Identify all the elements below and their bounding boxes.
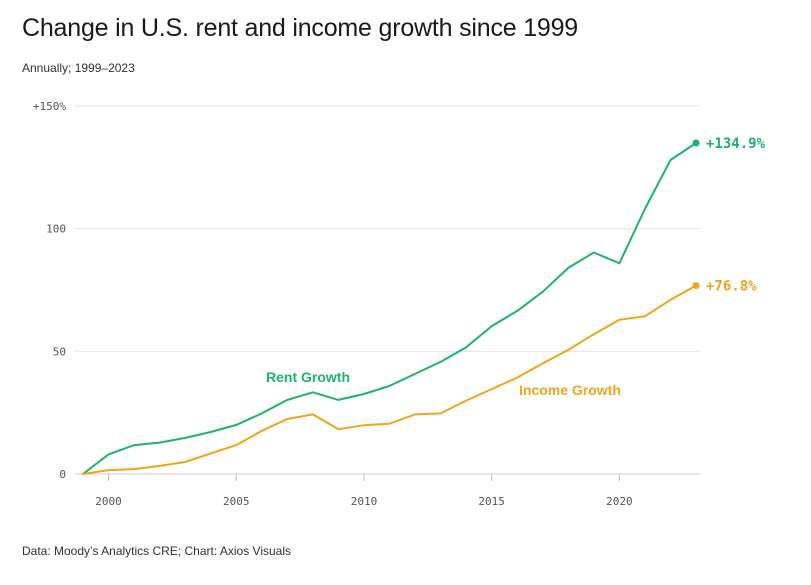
series-name-label: Rent Growth [266,369,350,385]
x-axis: 2000 2005 2010 2015 2020 [95,474,633,508]
y-tick-label: 100 [46,223,66,236]
chart-source: Data: Moody’s Analytics CRE; Chart: Axio… [22,544,292,558]
y-tick-label: 0 [59,468,66,481]
gridlines [75,105,700,475]
series-lines [82,139,700,475]
end-point-marker [692,282,700,290]
series-line-income [82,284,697,475]
end-point-marker [692,139,700,147]
x-tick-label: 2015 [478,495,505,508]
y-tick-label: +150% [33,100,66,113]
chart-title: Change in U.S. rent and income growth si… [22,14,579,42]
end-value-label: +76.8% [706,279,757,295]
series-line-rent [82,142,697,475]
x-tick-label: 2000 [95,495,122,508]
chart-subtitle: Annually; 1999–2023 [22,61,135,75]
y-axis-ticks: 0 50 100 +150% [33,100,66,481]
x-tick-label: 2005 [223,495,250,508]
y-tick-label: 50 [53,345,66,358]
end-value-label: +134.9% [706,136,766,152]
x-tick-label: 2020 [606,495,633,508]
x-tick-label: 2010 [351,495,378,508]
series-name-label: Income Growth [519,382,621,398]
series-labels: +134.9% Rent Growth +76.8% Income Growth [266,136,766,398]
